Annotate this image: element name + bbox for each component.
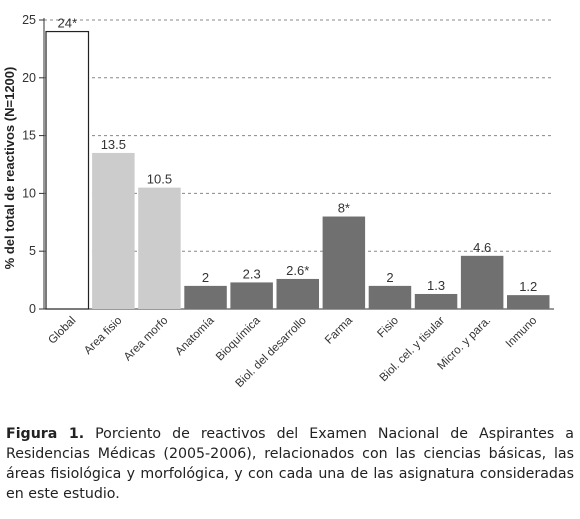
caption-lead: Figura 1. [6, 426, 85, 442]
chart: 0 5 10 15 20 25 24* 13.5 10.5 2 2.3 2.6* 8* 2 1.3 4.6 1… [2, 13, 554, 390]
category-label: Anatomía [173, 314, 217, 358]
y-tick-label: 0 [29, 302, 36, 316]
figure-caption: Figura 1. Porciento de reactivos del Exa… [6, 424, 574, 504]
value-label: 2.6* [286, 263, 309, 278]
bar [45, 30, 90, 310]
value-label: 8* [338, 201, 350, 216]
y-tick-label: 15 [22, 129, 36, 143]
bar-chart: 0 5 10 15 20 25 24* 13.5 10.5 2 2.3 2.6* 8* 2 1.3 4.6 1… [2, 13, 554, 390]
value-labels: 24* 13.5 10.5 2 2.3 2.6* 8* 2 1.3 4.6 1.2 [57, 16, 537, 295]
category-label: Area morfo [122, 315, 171, 364]
category-label: Global [46, 315, 78, 347]
y-tick-label: 5 [29, 244, 36, 258]
value-label: 13.5 [101, 137, 126, 152]
category-label: Farma [323, 314, 355, 346]
category-label: Area fisio [82, 315, 124, 357]
y-tick-label: 10 [22, 186, 36, 200]
bar [230, 282, 273, 309]
y-axis-label: % del total de reactivos (N=1200) [2, 67, 17, 270]
bar [276, 278, 319, 309]
value-label: 1.3 [427, 278, 445, 293]
value-label: 2 [202, 270, 209, 285]
category-label: Fisio [375, 315, 401, 341]
value-label: 2 [386, 270, 393, 285]
bar [368, 285, 412, 309]
bar [92, 152, 135, 309]
bar [414, 293, 458, 309]
value-label: 2.3 [243, 266, 261, 281]
y-tick-label: 20 [22, 71, 36, 85]
bar [507, 295, 550, 309]
value-label: 4.6 [473, 240, 491, 255]
value-label: 24* [57, 16, 77, 31]
y-tick-label: 25 [22, 13, 36, 27]
category-label: Bioquímica [214, 314, 263, 363]
caption-text: Porciento de reactivos del Examen Nacion… [6, 426, 574, 502]
value-label: 1.2 [519, 279, 537, 294]
bar [184, 285, 227, 309]
bar [322, 216, 366, 309]
bar [138, 187, 181, 309]
category-label: Inmuno [504, 315, 540, 351]
bars [45, 30, 550, 310]
bar [460, 255, 504, 309]
value-label: 10.5 [147, 172, 172, 187]
